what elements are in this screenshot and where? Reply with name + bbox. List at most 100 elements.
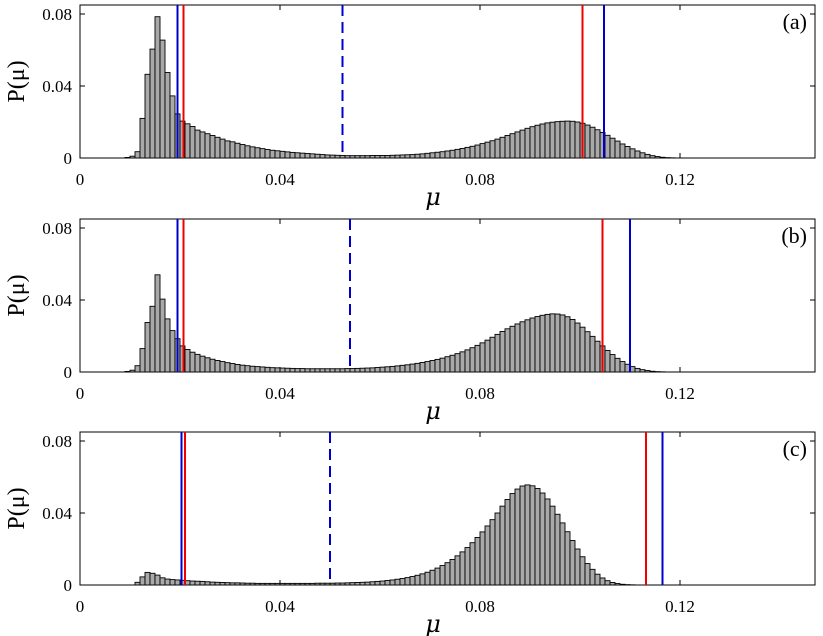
histogram-bar (299, 368, 306, 373)
histogram-bar (434, 358, 441, 373)
panel-label: (c) (783, 436, 807, 461)
histogram-bar (224, 140, 231, 159)
histogram-bar (269, 367, 276, 373)
histogram-bar (159, 39, 166, 159)
histogram-bar (154, 16, 161, 159)
histogram-bar (199, 355, 206, 373)
histogram-bar (264, 149, 271, 159)
histogram-bar (134, 151, 141, 159)
histogram-bar (209, 581, 216, 586)
y-tick-label: 0.08 (42, 219, 72, 238)
histogram-bar (634, 150, 641, 159)
histogram-bar (459, 351, 466, 373)
x-tick-label: 0.08 (465, 384, 495, 403)
histogram-bar (449, 149, 456, 159)
histogram-bar (504, 135, 511, 159)
histogram-bar (449, 558, 456, 586)
histogram-bar (219, 361, 226, 373)
histogram-bar (229, 363, 236, 373)
histogram-bar (314, 368, 321, 373)
histogram-bar (619, 361, 626, 373)
histogram-bar (414, 574, 421, 586)
x-tick-label: 0.04 (265, 597, 295, 616)
histogram-bar (524, 319, 531, 373)
x-tick-label: 0 (76, 384, 85, 403)
histogram-bar (429, 152, 436, 159)
histogram-bar (394, 578, 401, 586)
histogram-bar (304, 153, 311, 159)
histogram-bar (274, 150, 281, 159)
y-tick-label: 0.04 (42, 504, 72, 523)
histogram-bar (144, 322, 151, 373)
histogram-bar (274, 582, 281, 586)
histogram-bar (304, 368, 311, 373)
histogram-bar (269, 582, 276, 586)
histogram-bar (394, 365, 401, 373)
histogram-bar (494, 512, 501, 586)
histogram-bar (289, 582, 296, 586)
histogram-bar (494, 138, 501, 159)
histogram-bar (419, 153, 426, 159)
histogram-bar (529, 126, 536, 159)
histogram-bar (564, 316, 571, 373)
histogram-bar (139, 576, 146, 586)
x-tick-label: 0.12 (665, 384, 695, 403)
histogram-bar (609, 137, 616, 159)
histogram-bar (509, 133, 516, 159)
histogram-bar (514, 131, 521, 159)
y-tick-label: 0.04 (42, 291, 72, 310)
histogram-bar (194, 353, 201, 373)
histogram-bar (559, 522, 566, 586)
histogram-bar (404, 364, 411, 373)
plot-area (79, 431, 816, 586)
histogram-bar (594, 573, 601, 586)
histogram-bar (204, 581, 211, 586)
histogram-bar (659, 156, 666, 159)
histogram-bar (414, 153, 421, 159)
histogram-bar (294, 368, 301, 373)
histogram-bar (614, 583, 621, 586)
histogram-bar (204, 357, 211, 373)
histogram-bar (624, 146, 631, 159)
histogram-bar (544, 122, 551, 159)
histogram-bar (639, 152, 646, 159)
histogram-bar (354, 582, 361, 586)
histogram-bar (449, 354, 456, 373)
histogram-bar (499, 136, 506, 159)
histogram-bar (464, 547, 471, 586)
histogram-bar (124, 371, 131, 373)
histogram-bar (364, 367, 371, 373)
histogram-bar (589, 568, 596, 586)
y-tick-label: 0 (64, 363, 73, 382)
histogram-bar (309, 153, 316, 159)
histogram-bar (369, 581, 376, 586)
histogram-bar (344, 368, 351, 373)
histogram-bar (579, 556, 586, 586)
histogram-bar (619, 583, 626, 586)
histogram-bar (479, 342, 486, 373)
histogram-bar (129, 155, 136, 159)
histogram-bar (484, 339, 491, 373)
histogram-bar (334, 582, 341, 586)
histogram-bar (214, 136, 221, 159)
histogram-bar (189, 580, 196, 586)
x-tick-label: 0 (76, 597, 85, 616)
histogram-bar (574, 548, 581, 586)
histogram-bar (644, 370, 651, 373)
histogram-bar (244, 582, 251, 586)
histogram-bar (374, 580, 381, 586)
histogram-bar (279, 367, 286, 373)
histogram-bar (634, 367, 641, 373)
x-axis-label: μ (425, 397, 441, 425)
histogram-bar (484, 525, 491, 586)
histogram-bar (299, 152, 306, 159)
histogram-bar (554, 121, 561, 159)
histogram-bar (374, 155, 381, 159)
histogram-bar (534, 488, 541, 586)
histogram-bar (529, 317, 536, 373)
histogram-bar (239, 144, 246, 159)
histogram-bar (444, 562, 451, 586)
histogram-bar (404, 154, 411, 159)
histogram-bar (209, 358, 216, 373)
x-tick-label: 0 (76, 170, 85, 189)
